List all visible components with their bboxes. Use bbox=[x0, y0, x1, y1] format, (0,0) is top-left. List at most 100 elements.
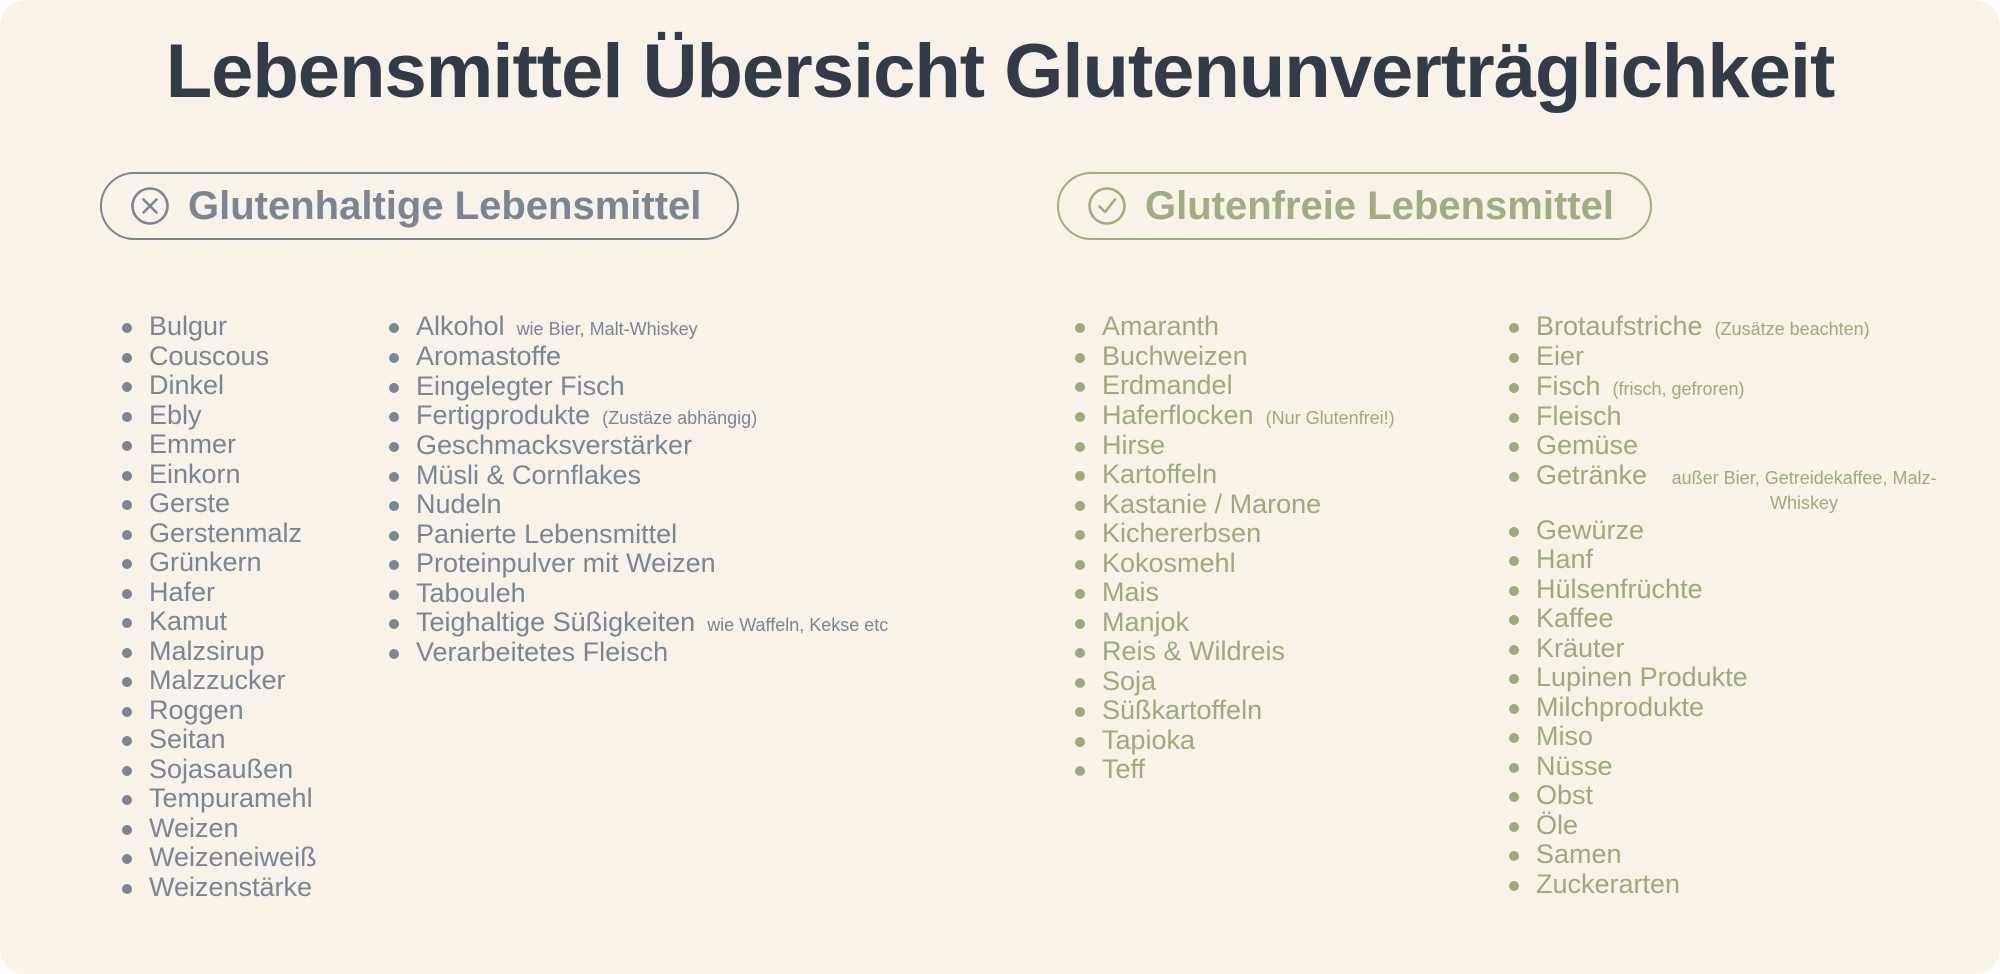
bullet-icon bbox=[1509, 442, 1519, 452]
list-item: Sojasaußen bbox=[122, 754, 317, 785]
bullet-icon bbox=[1509, 585, 1519, 596]
check-circle-icon bbox=[1087, 186, 1127, 226]
item-label: Tabouleh bbox=[416, 577, 526, 608]
bullet-icon bbox=[122, 352, 132, 363]
item-label: Roggen bbox=[149, 694, 244, 725]
bullet-icon bbox=[122, 854, 132, 864]
item-label: Brotaufstriche bbox=[1536, 311, 1703, 341]
item-label: Verarbeitetes Fleisch bbox=[416, 637, 669, 667]
bullet-icon bbox=[1075, 530, 1085, 540]
bullet-icon bbox=[1509, 821, 1519, 832]
bullet-icon bbox=[122, 441, 132, 451]
list-item: Gerste bbox=[122, 488, 317, 519]
item-label: Weizenstärke bbox=[149, 871, 313, 902]
list-item: Obst bbox=[1509, 780, 1949, 811]
bullet-icon bbox=[1075, 323, 1085, 333]
item-label: Tapioka bbox=[1102, 724, 1196, 755]
bullet-icon bbox=[389, 382, 399, 393]
bullet-icon bbox=[1509, 792, 1519, 802]
list-item: Tapioka bbox=[1075, 724, 1395, 756]
list-item: Kartoffeln bbox=[1075, 459, 1395, 490]
bullet-icon bbox=[1075, 559, 1085, 570]
bullet-icon bbox=[122, 706, 132, 717]
bullet-icon bbox=[122, 765, 132, 776]
list-item: Haferflocken (Nur Glutenfrei!) bbox=[1075, 399, 1395, 431]
list-item: Tabouleh bbox=[389, 577, 888, 609]
bullet-icon bbox=[1509, 644, 1519, 655]
bullet-icon bbox=[1075, 736, 1085, 747]
item-label: Buchweizen bbox=[1102, 340, 1248, 371]
bullet-icon bbox=[122, 647, 132, 658]
list-item: Weizenstärke bbox=[122, 871, 317, 903]
list-item: Teighaltige Süßigkeiten wie Waffeln, Kek… bbox=[389, 607, 888, 638]
bullet-icon bbox=[1509, 733, 1519, 743]
bullet-icon bbox=[1509, 412, 1519, 423]
list-item: Proteinpulver mit Weizen bbox=[389, 548, 888, 579]
bullet-icon bbox=[389, 442, 399, 452]
list-item: Süßkartoffeln bbox=[1075, 695, 1395, 726]
item-note: (Zustäze abhängig) bbox=[602, 408, 758, 428]
list-item: Reis & Wildreis bbox=[1075, 636, 1395, 667]
bullet-icon bbox=[1075, 648, 1085, 658]
list-item: Brotaufstriche (Zusätze beachten) bbox=[1509, 311, 1949, 342]
list-item: Nudeln bbox=[389, 489, 888, 520]
list-item: Malzsirup bbox=[122, 636, 317, 667]
item-label: Amaranth bbox=[1102, 311, 1220, 341]
bullet-icon bbox=[1075, 352, 1085, 363]
bullet-icon bbox=[389, 501, 399, 511]
x-circle-icon bbox=[130, 186, 170, 226]
item-note: (frisch, gefroren) bbox=[1612, 378, 1745, 399]
list-item: Fertigprodukte (Zustäze abhängig) bbox=[389, 400, 888, 431]
bullet-icon bbox=[122, 559, 132, 569]
item-label: Kamut bbox=[149, 606, 228, 636]
list-item: Manjok bbox=[1075, 607, 1395, 638]
item-label: Süßkartoffeln bbox=[1102, 695, 1263, 725]
item-label: Teff bbox=[1102, 754, 1146, 784]
item-label: Emmer bbox=[149, 429, 236, 459]
list-item: Kamut bbox=[122, 606, 317, 637]
bullet-icon bbox=[122, 382, 132, 392]
bullet-icon bbox=[1509, 703, 1519, 714]
list-item: Amaranth bbox=[1075, 311, 1395, 342]
list-item: Roggen bbox=[122, 694, 317, 726]
item-label: Fleisch bbox=[1536, 400, 1622, 431]
item-label: Alkohol bbox=[416, 311, 505, 341]
bullet-icon bbox=[389, 619, 399, 629]
list-item: Kräuter bbox=[1509, 633, 1949, 664]
bullet-icon bbox=[1075, 766, 1085, 776]
item-label: Gemüse bbox=[1536, 430, 1639, 460]
item-label: Aromastoffe bbox=[416, 341, 562, 371]
bullet-icon bbox=[1509, 382, 1519, 393]
list-item: Zuckerarten bbox=[1509, 869, 1949, 900]
list-item: Fleisch bbox=[1509, 400, 1949, 432]
bullet-icon bbox=[122, 795, 132, 805]
item-note: (Zusätze beachten) bbox=[1714, 319, 1870, 339]
list-item: Hafer bbox=[122, 576, 317, 608]
list-item: Müsli & Cornflakes bbox=[389, 460, 888, 491]
list-item: Weizeneiweiß bbox=[122, 842, 317, 873]
list-item: Hanf bbox=[1509, 544, 1949, 575]
bullet-icon bbox=[1075, 382, 1085, 392]
bullet-icon bbox=[1509, 556, 1519, 566]
item-label: Hanf bbox=[1536, 544, 1594, 574]
bullet-icon bbox=[122, 824, 132, 835]
list-item: Buchweizen bbox=[1075, 340, 1395, 372]
list-item: Gemüse bbox=[1509, 430, 1949, 461]
item-label: Haferflocken bbox=[1102, 399, 1254, 430]
bullet-icon bbox=[1075, 677, 1085, 688]
list-item: Gerstenmalz bbox=[122, 518, 317, 549]
item-label: Getränke bbox=[1536, 459, 1648, 490]
bullet-icon bbox=[1075, 707, 1085, 717]
item-label: Kichererbsen bbox=[1102, 518, 1262, 548]
item-label: Weizen bbox=[149, 812, 239, 843]
item-label: Malzzucker bbox=[149, 665, 286, 695]
bullet-icon bbox=[122, 883, 132, 894]
item-label: Hafer bbox=[149, 576, 216, 607]
bullet-icon bbox=[122, 470, 132, 481]
badge-glutenhaltig: Glutenhaltige Lebensmittel bbox=[100, 172, 740, 240]
bullet-icon bbox=[122, 588, 132, 599]
badge-glutenfrei: Glutenfreie Lebensmittel bbox=[1057, 172, 1652, 240]
bullet-icon bbox=[1509, 880, 1519, 891]
item-label: Panierte Lebensmittel bbox=[416, 518, 678, 549]
item-label: Dinkel bbox=[149, 370, 225, 400]
